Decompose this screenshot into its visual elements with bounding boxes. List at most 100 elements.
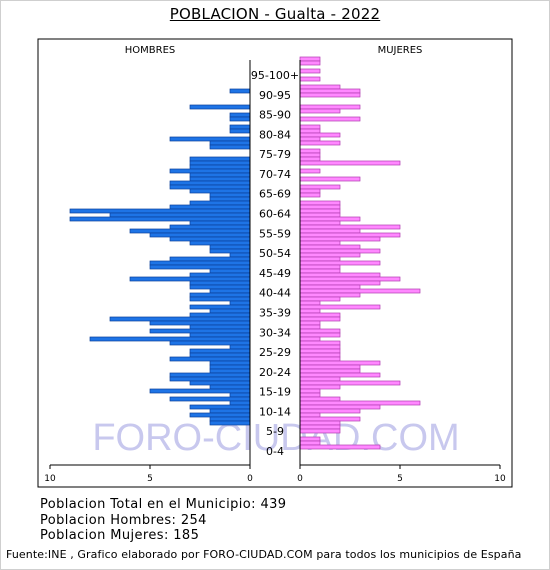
women-bar xyxy=(299,444,381,450)
women-bar xyxy=(299,284,361,290)
men-bar xyxy=(209,360,251,366)
men-bar xyxy=(209,420,251,426)
women-bar xyxy=(299,348,341,354)
age-group-label: 45-49 xyxy=(259,267,291,280)
watermark: FORO-CIUDAD.COM xyxy=(92,417,459,459)
men-bar xyxy=(209,192,251,198)
women-bar xyxy=(299,184,341,190)
x-tick-label: 0 xyxy=(247,474,253,484)
men-bar xyxy=(169,372,251,378)
men-bar xyxy=(189,404,251,410)
men-bar xyxy=(229,344,251,350)
women-bar xyxy=(299,352,341,358)
women-bar xyxy=(299,440,321,446)
right-panel-header: MUJERES xyxy=(378,45,423,56)
x-axis-ticks: 10 5 0 0 5 10 xyxy=(44,465,506,484)
women-bar xyxy=(299,420,341,426)
men-bar xyxy=(189,156,251,162)
age-group-label: 70-74 xyxy=(259,168,291,181)
age-group-labels: 95-100+ 90-95 85-90 80-84 75-79 70-74 65-69 60-… xyxy=(251,69,299,458)
men-bar xyxy=(169,340,251,346)
men-bar xyxy=(149,388,251,394)
men-bar xyxy=(169,356,251,362)
men-bar xyxy=(69,208,251,214)
men-bar xyxy=(169,136,251,142)
women-bar xyxy=(299,136,321,142)
men-bar xyxy=(169,180,251,186)
men-bar xyxy=(209,416,251,422)
men-bar xyxy=(189,380,251,386)
men-bar xyxy=(169,376,251,382)
men-bar xyxy=(149,232,251,238)
age-group-label: 40-44 xyxy=(259,287,291,300)
men-bar xyxy=(209,308,251,314)
women-bar xyxy=(299,340,341,346)
women-bar xyxy=(299,328,341,334)
plot-area xyxy=(37,38,513,488)
men-bar xyxy=(169,224,251,230)
women-bar xyxy=(299,396,341,402)
women-bar xyxy=(299,292,361,298)
women-bar xyxy=(299,76,321,82)
age-group-label: 80-84 xyxy=(259,128,291,141)
men-bar xyxy=(189,352,251,358)
women-bar xyxy=(299,92,361,98)
women-bar xyxy=(299,324,321,330)
men-bar xyxy=(189,188,251,194)
women-bar xyxy=(299,272,381,278)
women-bar xyxy=(299,200,341,206)
men-bar xyxy=(209,248,251,254)
men-bar xyxy=(129,276,251,282)
men-bar xyxy=(149,264,251,270)
women-bar xyxy=(299,316,341,322)
women-bar xyxy=(299,364,361,370)
women-bar xyxy=(299,212,341,218)
women-bar xyxy=(299,436,321,442)
women-bar xyxy=(299,204,341,210)
x-tick-label: 0 xyxy=(297,474,303,484)
men-bar xyxy=(209,140,251,146)
men-bar xyxy=(149,328,251,334)
men-bar xyxy=(189,312,251,318)
women-bar xyxy=(299,188,321,194)
age-group-label: 95-100+ xyxy=(251,69,299,82)
women-bar xyxy=(299,124,321,130)
men-bar xyxy=(189,240,251,246)
women-bar xyxy=(299,248,381,254)
men-bar xyxy=(189,324,251,330)
men-bar xyxy=(209,288,251,294)
women-bar xyxy=(299,116,361,122)
women-bar xyxy=(299,400,421,406)
men-bar xyxy=(209,144,251,150)
x-tick-label: 5 xyxy=(397,474,403,484)
men-bar xyxy=(229,252,251,258)
chart-title: POBLACION - Gualta - 2022 xyxy=(169,5,381,23)
men-bar xyxy=(189,272,251,278)
women-bar xyxy=(299,376,341,382)
men-bar xyxy=(229,88,251,94)
women-bar xyxy=(299,192,321,198)
women-bar xyxy=(299,320,321,326)
women-population-text: Poblacion Mujeres: 185 xyxy=(40,528,200,543)
men-bar xyxy=(169,396,251,402)
women-bar xyxy=(299,216,361,222)
men-bar xyxy=(169,184,251,190)
men-bar xyxy=(169,204,251,210)
women-bar xyxy=(299,240,341,246)
women-bar xyxy=(299,392,321,398)
men-bar xyxy=(229,400,251,406)
men-population-text: Poblacion Hombres: 254 xyxy=(40,513,207,528)
age-group-label: 0-4 xyxy=(266,445,284,458)
men-bar xyxy=(189,172,251,178)
x-tick-label: 5 xyxy=(147,474,153,484)
men-bar xyxy=(189,292,251,298)
men-bar xyxy=(189,160,251,166)
women-bar xyxy=(299,84,341,90)
women-bar xyxy=(299,300,321,306)
x-tick-label: 10 xyxy=(44,474,56,484)
women-bar xyxy=(299,68,321,74)
women-bar xyxy=(299,232,401,238)
women-bars xyxy=(299,56,421,450)
age-group-label: 20-24 xyxy=(259,366,291,379)
women-bar xyxy=(299,132,341,138)
